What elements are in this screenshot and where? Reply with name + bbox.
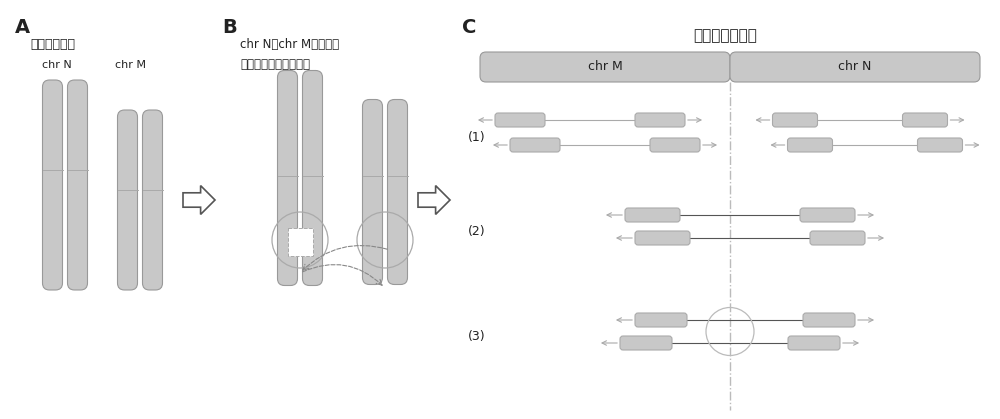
Text: chr N和chr M的某一条: chr N和chr M的某一条 — [240, 38, 339, 51]
FancyBboxPatch shape — [118, 110, 138, 290]
Text: B: B — [222, 18, 237, 37]
Text: 成对的染色体: 成对的染色体 — [30, 38, 75, 51]
FancyBboxPatch shape — [625, 208, 680, 222]
FancyBboxPatch shape — [902, 113, 948, 127]
FancyBboxPatch shape — [278, 70, 298, 285]
FancyBboxPatch shape — [42, 80, 62, 290]
Text: 染色体之间发生了易位: 染色体之间发生了易位 — [240, 58, 310, 71]
Text: (3): (3) — [468, 330, 486, 343]
Polygon shape — [183, 186, 215, 215]
FancyBboxPatch shape — [918, 138, 962, 152]
Text: C: C — [462, 18, 476, 37]
FancyBboxPatch shape — [803, 313, 855, 327]
Text: (2): (2) — [468, 225, 486, 238]
FancyBboxPatch shape — [788, 336, 840, 350]
FancyBboxPatch shape — [635, 231, 690, 245]
FancyBboxPatch shape — [388, 99, 408, 285]
FancyBboxPatch shape — [730, 52, 980, 82]
FancyBboxPatch shape — [810, 231, 865, 245]
Text: (1): (1) — [468, 131, 486, 144]
FancyBboxPatch shape — [650, 138, 700, 152]
Text: A: A — [15, 18, 30, 37]
FancyBboxPatch shape — [788, 138, 832, 152]
FancyBboxPatch shape — [620, 336, 672, 350]
Text: chr M: chr M — [588, 60, 622, 73]
Text: 染色体易位断点: 染色体易位断点 — [693, 28, 757, 43]
FancyBboxPatch shape — [495, 113, 545, 127]
FancyBboxPatch shape — [143, 110, 162, 290]
FancyBboxPatch shape — [288, 228, 312, 256]
FancyBboxPatch shape — [510, 138, 560, 152]
FancyBboxPatch shape — [68, 80, 88, 290]
Text: chr M: chr M — [115, 60, 146, 70]
FancyBboxPatch shape — [635, 313, 687, 327]
Polygon shape — [418, 186, 450, 215]
FancyBboxPatch shape — [480, 52, 730, 82]
FancyBboxPatch shape — [772, 113, 818, 127]
FancyBboxPatch shape — [800, 208, 855, 222]
FancyBboxPatch shape — [302, 70, 322, 285]
Text: chr N: chr N — [838, 60, 872, 73]
Text: chr N: chr N — [42, 60, 72, 70]
FancyBboxPatch shape — [362, 99, 382, 285]
FancyBboxPatch shape — [635, 113, 685, 127]
